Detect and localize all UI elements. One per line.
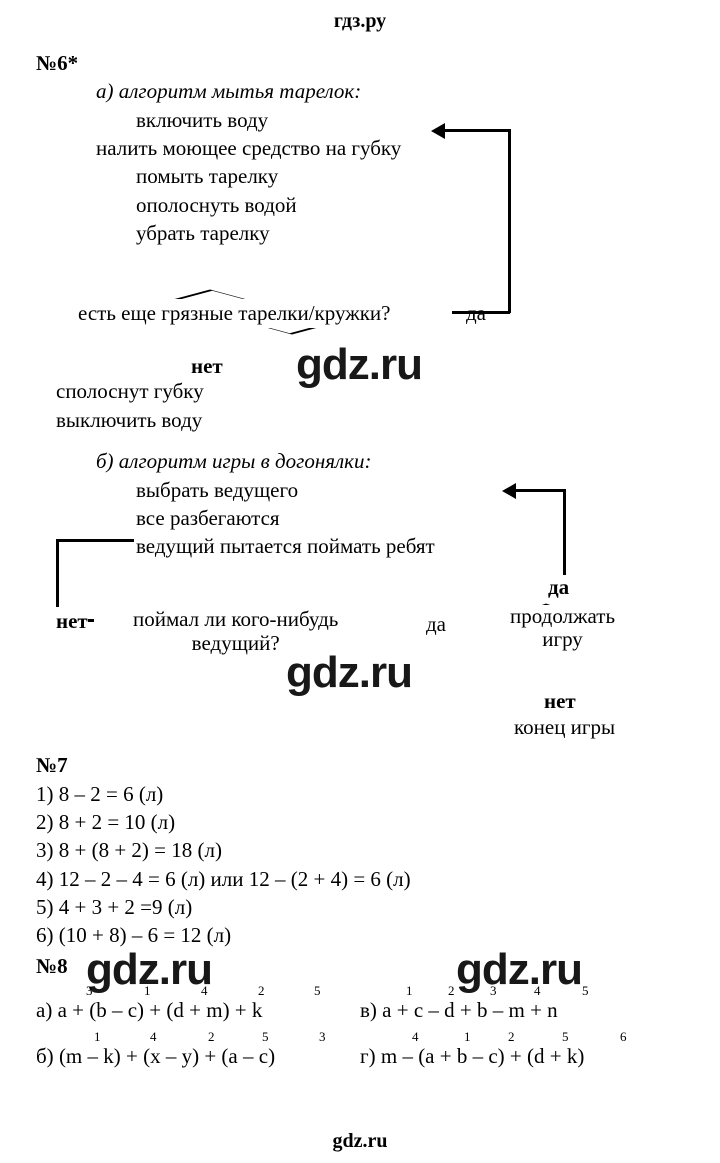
t6a-step: ополоснуть водой bbox=[136, 191, 684, 219]
t8-d: г) m – (a + b – c) + (d + k) 41256 bbox=[360, 1042, 584, 1070]
t7-line: 4) 12 – 2 – 4 = 6 (л) или 12 – (2 + 4) =… bbox=[36, 865, 684, 893]
t6b-step: все разбегаются bbox=[136, 504, 684, 532]
watermark: gdz.ru bbox=[456, 940, 582, 999]
t8-c: в) a + c – d + b – m + n 12345 bbox=[360, 996, 558, 1024]
t6a-step: налить моющее средство на губку bbox=[96, 134, 684, 162]
t7-line: 5) 4 + 3 + 2 =9 (л) bbox=[36, 893, 684, 921]
t6b-yes2: да bbox=[548, 573, 569, 601]
t6b-end: конец игры bbox=[514, 713, 615, 741]
t6b-no2: нет bbox=[544, 687, 576, 715]
t6a-no: нет bbox=[191, 352, 223, 380]
t6b-title: б) алгоритм игры в догонялки: bbox=[96, 447, 684, 475]
site-header: гдз.ру bbox=[0, 0, 720, 35]
t6b-no-left: нет bbox=[56, 607, 88, 635]
site-footer: gdz.ru bbox=[0, 1128, 720, 1155]
watermark: gdz.ru bbox=[296, 335, 422, 394]
t6b-step: ведущий пытается поймать ребят bbox=[136, 532, 684, 560]
watermark: gdz.ru bbox=[286, 643, 412, 702]
t6a-step: убрать тарелку bbox=[136, 219, 684, 247]
t6a-after: выключить воду bbox=[56, 406, 684, 434]
t6b-dec2-text: продолжатьигру bbox=[508, 605, 617, 651]
task6-number: №6* bbox=[36, 49, 684, 77]
t6a-step: помыть тарелку bbox=[136, 162, 684, 190]
t6a-title: а) алгоритм мытья тарелок: bbox=[96, 77, 684, 105]
page-content: №6* а) алгоритм мытья тарелок: включить … bbox=[0, 49, 720, 1071]
t6a-decision-text: есть еще грязные тарелки/кружки? bbox=[76, 299, 392, 327]
t6b-yes1: да bbox=[426, 610, 446, 638]
t8-a: а) a + (b – c) + (d + m) + k 31425 bbox=[36, 996, 262, 1024]
t8-b: б) (m – k) + (x – y) + (a – c) 14253 bbox=[36, 1042, 275, 1070]
task7-number: №7 bbox=[36, 751, 684, 779]
t7-line: 1) 8 – 2 = 6 (л) bbox=[36, 780, 684, 808]
t6b-step: выбрать ведущего bbox=[136, 476, 684, 504]
t7-line: 2) 8 + 2 = 10 (л) bbox=[36, 808, 684, 836]
t7-line: 3) 8 + (8 + 2) = 18 (л) bbox=[36, 836, 684, 864]
t6a-step: включить воду bbox=[136, 106, 684, 134]
